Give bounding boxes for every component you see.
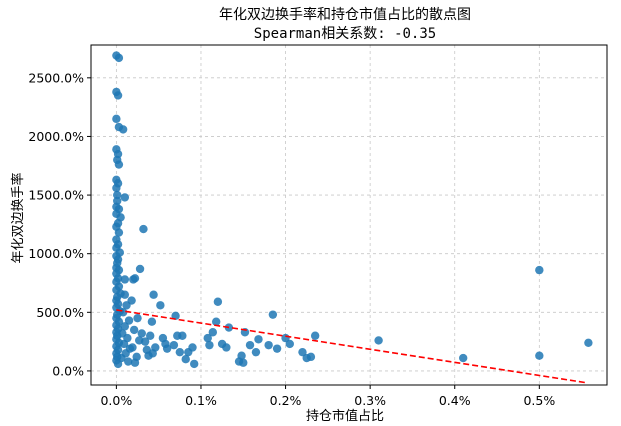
data-point [146, 331, 155, 340]
data-point [254, 335, 263, 344]
data-point [239, 358, 248, 367]
data-point [114, 53, 124, 63]
data-point [211, 317, 221, 326]
data-point [127, 296, 136, 305]
x-axis-label: 持仓市值占比 [306, 408, 384, 424]
data-point [374, 336, 383, 345]
data-point [237, 351, 246, 360]
data-point [113, 190, 122, 200]
data-point [130, 358, 140, 367]
y-tick-label: 2500.0% [28, 70, 84, 85]
scatter-points [112, 51, 593, 369]
x-tick-label: 0.3% [354, 393, 386, 408]
data-point [128, 343, 137, 352]
y-tick-label: 1500.0% [28, 188, 84, 203]
plot-area-frame [90, 44, 608, 386]
data-point [117, 353, 126, 363]
data-point [245, 340, 255, 350]
x-tick-label: 0.5% [523, 393, 555, 408]
axis-ticks: 0.0% 0.1% 0.2% 0.3% 0.4% 0.5% 0.0% 500.0% 1000.0… [28, 70, 555, 408]
data-point [140, 337, 150, 346]
data-point [114, 160, 124, 169]
data-point [584, 338, 593, 347]
data-point [135, 264, 145, 274]
data-point [169, 340, 179, 350]
data-point [156, 301, 165, 310]
data-point [535, 265, 544, 275]
data-point [119, 339, 129, 349]
data-point [181, 355, 190, 364]
data-point [306, 352, 316, 362]
data-point [120, 193, 130, 202]
data-point [148, 349, 157, 358]
data-point [129, 325, 139, 335]
data-point [310, 331, 320, 340]
data-point [205, 340, 214, 350]
data-point [171, 311, 180, 321]
data-point [213, 297, 223, 306]
data-point [124, 357, 133, 366]
y-tick-label: 1000.0% [28, 246, 84, 261]
data-point [112, 114, 121, 124]
data-point [251, 347, 261, 357]
y-axis-label: 年化双边换手率 [10, 172, 26, 263]
data-point [222, 343, 231, 352]
data-point [120, 275, 130, 284]
x-tick-label: 0.2% [270, 393, 302, 408]
data-point [120, 290, 130, 299]
data-point [113, 91, 123, 100]
trend-line [116, 309, 586, 384]
data-point [118, 308, 128, 317]
data-point [208, 328, 218, 337]
data-point [188, 343, 197, 352]
data-point [203, 333, 212, 343]
grid-lines [91, 45, 607, 385]
data-point [458, 353, 468, 363]
chart-subtitle: Spearman相关系数: -0.35 [254, 26, 436, 42]
data-point [118, 125, 128, 134]
data-point [114, 228, 124, 237]
data-point [137, 329, 146, 338]
y-tick-label: 2000.0% [28, 129, 84, 144]
data-point [264, 340, 273, 350]
data-point [285, 339, 294, 349]
data-point [268, 310, 278, 319]
x-tick-label: 0.1% [185, 393, 217, 408]
data-point [149, 290, 158, 299]
data-point [535, 351, 544, 360]
data-point [175, 347, 185, 357]
y-tick-label: 0.0% [52, 363, 84, 378]
data-point [272, 344, 282, 353]
data-point [161, 339, 170, 349]
y-tick-label: 500.0% [36, 305, 84, 320]
chart-title: 年化双边换手率和持仓市值占比的散点图 [219, 6, 471, 23]
data-point [178, 331, 187, 340]
data-point [147, 317, 157, 326]
data-point [298, 347, 307, 357]
data-point [120, 322, 130, 331]
data-point [112, 183, 121, 193]
data-point [190, 359, 199, 369]
data-point [130, 274, 140, 283]
data-point [133, 313, 142, 323]
data-point [139, 224, 148, 234]
x-tick-label: 0.4% [439, 393, 471, 408]
data-point [124, 316, 134, 325]
x-tick-label: 0.0% [100, 393, 132, 408]
